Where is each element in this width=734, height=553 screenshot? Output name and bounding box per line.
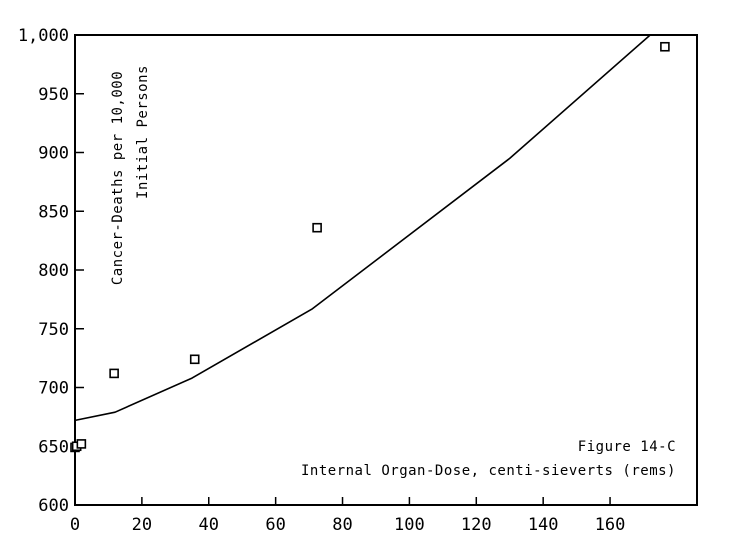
- figure-label: Figure 14-C: [578, 439, 676, 455]
- data-point: [109, 368, 119, 379]
- model-curve: [74, 34, 651, 422]
- x-tick-label: 100: [394, 515, 425, 535]
- data-point: [76, 439, 87, 449]
- x-tick-label: 140: [528, 515, 559, 535]
- x-axis-title: Internal Organ-Dose, centi-sieverts (rem…: [301, 463, 676, 479]
- y-tick-label: 750: [38, 320, 69, 340]
- y-tick-label: 1,000: [18, 26, 69, 46]
- x-tick-label: 160: [595, 515, 626, 535]
- x-tick-label: 60: [265, 515, 285, 535]
- y-tick-label: 800: [38, 261, 69, 281]
- y-tick-label: 900: [38, 144, 69, 164]
- x-tick-label: 40: [199, 515, 219, 535]
- x-tick-label: 120: [461, 515, 492, 535]
- y-tick-label: 850: [38, 202, 69, 222]
- x-ticks: 0 20 40 60 80 100 120 140 160: [70, 497, 626, 535]
- y-ticks: 600 650 700 750 800 850 900 950 1,000: [18, 26, 84, 516]
- x-tick-label: 20: [132, 515, 152, 535]
- y-tick-label: 650: [38, 437, 69, 457]
- y-axis-title-line1: Cancer-Deaths per 10,000: [110, 71, 126, 285]
- y-tick-label: 700: [38, 379, 69, 399]
- x-tick-label: 80: [332, 515, 352, 535]
- data-point: [312, 222, 322, 233]
- plot-frame: [74, 34, 698, 506]
- x-tick-label: 0: [70, 515, 80, 535]
- y-axis-title-line2: Initial Persons: [135, 65, 151, 199]
- y-tick-label: 600: [38, 496, 69, 516]
- y-tick-label: 950: [38, 85, 69, 105]
- series-layer: [70, 34, 670, 453]
- data-point: [189, 354, 200, 365]
- data-point: [660, 41, 670, 52]
